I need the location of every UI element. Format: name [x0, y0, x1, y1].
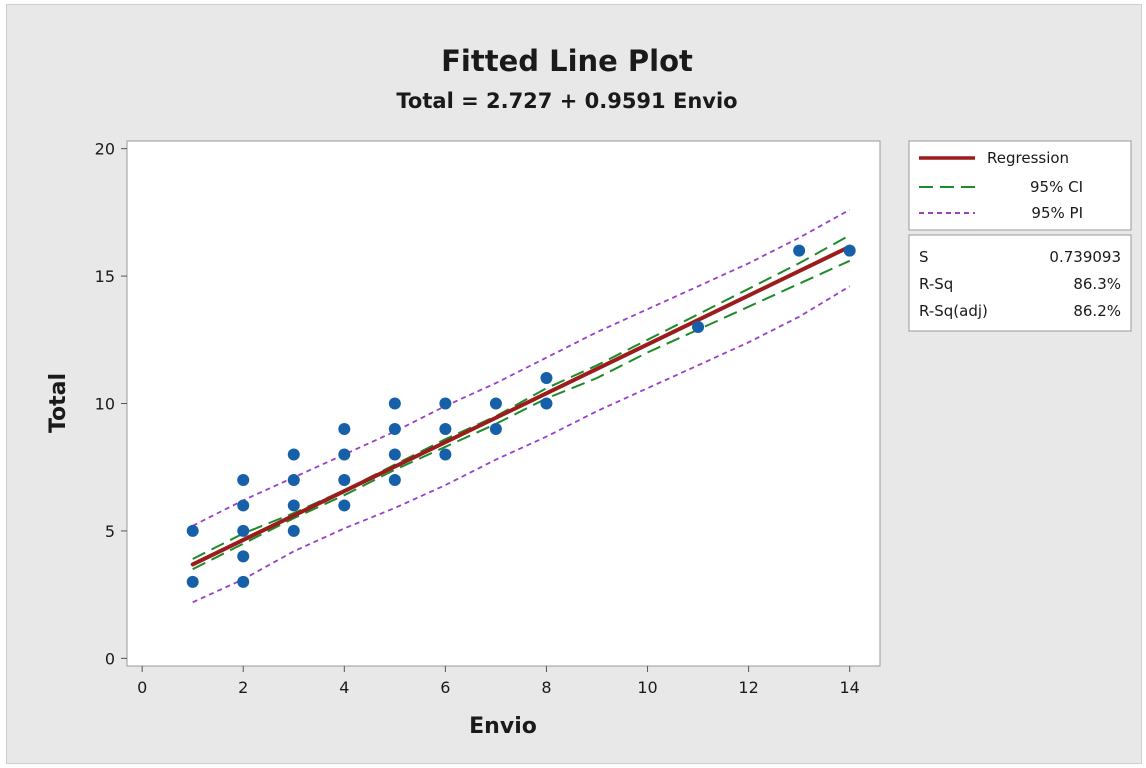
y-axis-label: Total [46, 373, 71, 433]
data-point [338, 422, 351, 435]
data-point [186, 524, 199, 537]
legend-ci-label: 95% CI [1030, 178, 1083, 196]
chart-figure: Fitted Line Plot Total = 2.727 + 0.9591 … [6, 4, 1142, 764]
data-point [186, 575, 199, 588]
x-tick-label: 10 [637, 678, 657, 697]
data-point [692, 321, 705, 334]
regression-line [190, 244, 852, 567]
data-point [388, 397, 401, 410]
x-axis-label: Envio [469, 714, 537, 739]
chart-title: Fitted Line Plot [441, 44, 693, 78]
pi-bands [192, 209, 851, 604]
ci-lower-line [192, 259, 851, 571]
y-tick-label: 20 [95, 140, 115, 159]
ci-bands [192, 234, 851, 571]
data-point [388, 473, 401, 486]
chart-svg: Fitted Line Plot Total = 2.727 + 0.9591 … [46, 44, 1132, 739]
pi-upper-line [192, 209, 851, 527]
y-tick-label: 0 [105, 649, 115, 668]
data-point [287, 524, 300, 537]
regression-line-layer [190, 244, 852, 567]
data-point [287, 473, 300, 486]
x-tick-label: 4 [339, 678, 349, 697]
legend-box [908, 140, 1132, 231]
x-tick-label: 2 [238, 678, 248, 697]
legend-regression-label: Regression [987, 149, 1069, 167]
y-tick-label: 5 [105, 522, 115, 541]
chart-subtitle: Total = 2.727 + 0.9591 Envio [396, 89, 737, 113]
data-point [287, 499, 300, 512]
x-tick-label: 6 [440, 678, 450, 697]
stats-rsqadj-label: R-Sq(adj) [919, 302, 988, 320]
data-point [338, 448, 351, 461]
data-point [388, 422, 401, 435]
data-point [843, 244, 856, 257]
y-tick-label: 10 [95, 395, 115, 414]
data-point [540, 397, 553, 410]
data-point [489, 422, 502, 435]
stats-table: S 0.739093 R-Sq 86.3% R-Sq(adj) 86.2% [908, 234, 1132, 332]
data-point [338, 473, 351, 486]
stats-rsq-label: R-Sq [919, 275, 953, 293]
data-point [237, 499, 250, 512]
data-point [237, 473, 250, 486]
data-point [793, 244, 806, 257]
data-point [388, 448, 401, 461]
stats-rsq-value: 86.3% [1073, 275, 1121, 293]
axes: 0 2 4 6 8 10 12 14 0 5 10 15 20 [95, 140, 860, 697]
data-point [287, 448, 300, 461]
x-tick-label: 8 [541, 678, 551, 697]
data-point [489, 397, 502, 410]
data-point [237, 575, 250, 588]
data-points [186, 244, 856, 588]
data-point [237, 550, 250, 563]
data-point [439, 397, 452, 410]
legend: Regression 95% CI 95% PI [908, 140, 1132, 231]
data-point [237, 524, 250, 537]
x-tick-label: 12 [738, 678, 758, 697]
pi-lower-line [192, 285, 851, 604]
data-point [439, 422, 452, 435]
stats-rsqadj-value: 86.2% [1073, 302, 1121, 320]
data-point [338, 499, 351, 512]
stats-s-value: 0.739093 [1049, 248, 1121, 266]
data-point [439, 448, 452, 461]
data-point [540, 372, 553, 385]
ci-upper-line [192, 234, 851, 560]
stats-box [908, 234, 1132, 332]
legend-pi-label: 95% PI [1031, 204, 1083, 222]
y-tick-label: 15 [95, 267, 115, 286]
x-tick-label: 0 [137, 678, 147, 697]
plot-area [126, 140, 881, 667]
stats-s-label: S [919, 248, 929, 266]
x-tick-label: 14 [839, 678, 859, 697]
